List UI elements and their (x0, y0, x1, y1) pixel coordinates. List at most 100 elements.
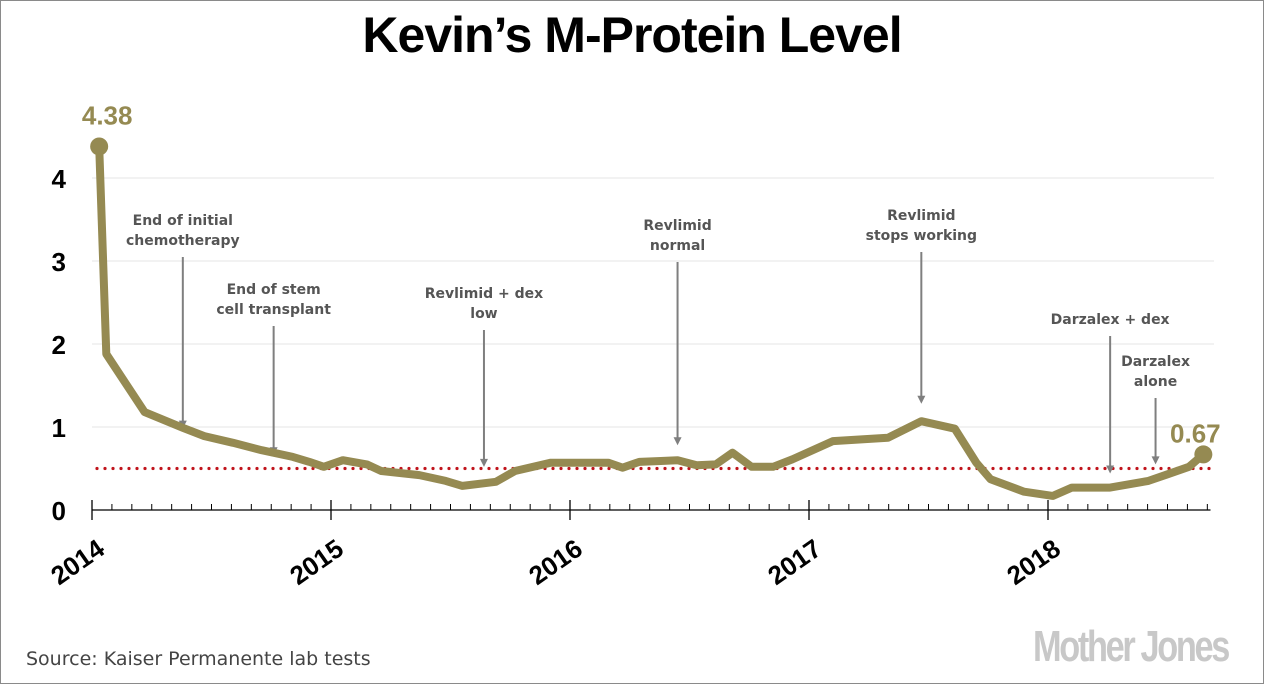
reference-dot (215, 466, 219, 471)
reference-dot (1127, 466, 1131, 471)
annotation-text: Revlimid + dex (425, 286, 543, 302)
reference-dot (567, 466, 571, 471)
series-line-m-protein (95, 142, 1208, 500)
reference-dot (423, 466, 427, 471)
reference-dot (455, 466, 459, 471)
annotation-arrow-head (1151, 456, 1160, 465)
reference-dot (823, 466, 827, 471)
reference-dot (95, 466, 99, 471)
reference-dot (135, 466, 139, 471)
endpoint-marker (1194, 445, 1213, 464)
reference-dot (879, 466, 883, 471)
annotation: Revlimid stops working (866, 208, 977, 404)
reference-dot (639, 466, 643, 471)
x-axis (91, 500, 1211, 520)
reference-line-layer (95, 466, 1211, 471)
chart-title: Kevin’s M-Protein Level (362, 7, 902, 63)
reference-dot (599, 466, 603, 471)
reference-dot (471, 466, 475, 471)
reference-dot (1071, 466, 1075, 471)
reference-dot (495, 466, 499, 471)
reference-dot (143, 466, 147, 471)
reference-dot (207, 466, 211, 471)
y-tick-label-4: 4 (52, 164, 67, 194)
reference-dot (1031, 466, 1035, 471)
reference-dot (1103, 466, 1107, 471)
reference-dot (1151, 466, 1155, 471)
reference-dot (503, 466, 507, 471)
annotation: Darzalex + dex (1051, 312, 1170, 474)
annotation-text: Revlimid (887, 208, 955, 224)
reference-dot (911, 466, 915, 471)
annotation-text: normal (650, 238, 705, 254)
annotation-arrow-head (673, 437, 682, 446)
reference-dot (1159, 466, 1163, 471)
reference-dot (359, 466, 363, 471)
annotation-arrow-head (917, 395, 926, 404)
reference-dot (279, 466, 283, 471)
reference-dot (303, 466, 307, 471)
reference-dot (247, 466, 251, 471)
annotation: Revlimid normal (643, 218, 712, 446)
reference-dot (343, 466, 347, 471)
reference-dot (239, 466, 243, 471)
reference-dot (1063, 466, 1067, 471)
point-labels-layer: 4.38 0.67 (82, 100, 1221, 464)
y-axis-labels: 0 1 2 3 4 (52, 164, 67, 526)
reference-dot (1207, 466, 1211, 471)
reference-dot (687, 466, 691, 471)
reference-dot (927, 466, 931, 471)
reference-dot (991, 466, 995, 471)
reference-dot (799, 466, 803, 471)
reference-dot (655, 466, 659, 471)
reference-dot (967, 466, 971, 471)
reference-dot (1135, 466, 1139, 471)
annotation: Revlimid + dex low (425, 286, 543, 467)
reference-dot (439, 466, 443, 471)
annotation-text: End of initial (133, 213, 233, 229)
reference-dot (479, 466, 483, 471)
reference-dot (1039, 466, 1043, 471)
reference-dot (1087, 466, 1091, 471)
annotation: End of stem cell transplant (216, 282, 331, 456)
reference-dot (807, 466, 811, 471)
reference-dot (943, 466, 947, 471)
reference-dot (735, 466, 739, 471)
reference-dot (447, 466, 451, 471)
reference-dot (663, 466, 667, 471)
reference-dot (295, 466, 299, 471)
annotation-text: Darzalex + dex (1051, 312, 1170, 328)
reference-dot (415, 466, 419, 471)
reference-dot (111, 466, 115, 471)
reference-dot (959, 466, 963, 471)
reference-dot (591, 466, 595, 471)
y-tick-label-3: 3 (52, 247, 66, 277)
reference-dot (271, 466, 275, 471)
annotation-text: Revlimid (643, 218, 711, 234)
annotation: End of initial chemotherapy (126, 213, 240, 429)
reference-dot (575, 466, 579, 471)
reference-dot (1055, 466, 1059, 471)
reference-dot (719, 466, 723, 471)
reference-dot (1023, 466, 1027, 471)
reference-dot (607, 466, 611, 471)
reference-dot (1143, 466, 1147, 471)
reference-dot (103, 466, 107, 471)
annotations-layer: End of initial chemotherapy End of stem cel… (126, 208, 1190, 474)
annotation-text: chemotherapy (126, 233, 240, 249)
reference-dot (1007, 466, 1011, 471)
grid-layer (92, 177, 1214, 428)
reference-dot (935, 466, 939, 471)
reference-dot (263, 466, 267, 471)
reference-dot (407, 466, 411, 471)
y-tick-label-2: 2 (52, 330, 66, 360)
reference-dot (311, 466, 315, 471)
x-tick-label-2016: 2016 (523, 533, 588, 591)
reference-dot (431, 466, 435, 471)
reference-dot (671, 466, 675, 471)
reference-dot (119, 466, 123, 471)
reference-dot (783, 466, 787, 471)
reference-dot (199, 466, 203, 471)
reference-dot (1047, 466, 1051, 471)
